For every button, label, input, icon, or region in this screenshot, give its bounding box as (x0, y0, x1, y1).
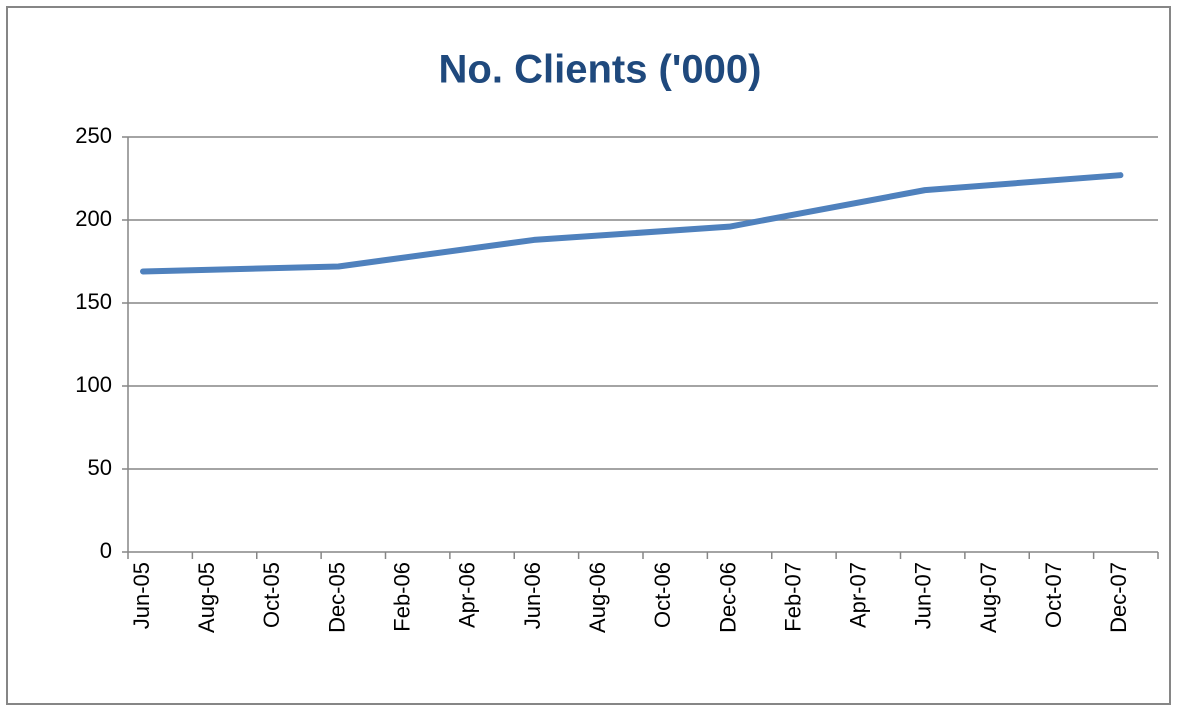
y-tick-label: 50 (88, 455, 112, 480)
x-tick-label: Jun-05 (129, 562, 154, 629)
x-tick-label: Dec-06 (715, 562, 740, 633)
y-tick-label: 100 (75, 372, 112, 397)
x-tick-label: Dec-05 (324, 562, 349, 633)
x-tick-label: Oct-05 (259, 562, 284, 628)
x-tick-label: Oct-07 (1041, 562, 1066, 628)
x-tick-label: Feb-06 (389, 562, 414, 632)
x-tick-label: Apr-07 (846, 562, 871, 628)
x-tick-label: Apr-06 (455, 562, 480, 628)
y-tick-label: 250 (75, 123, 112, 148)
x-tick-label: Jun-07 (911, 562, 936, 629)
x-tick-label: Jun-06 (520, 562, 545, 629)
chart-title: No. Clients ('000) (439, 48, 762, 92)
x-tick-label: Oct-06 (650, 562, 675, 628)
x-tick-label: Feb-07 (780, 562, 805, 632)
data-line (140, 172, 1124, 275)
y-tick-label: 0 (100, 538, 112, 563)
x-tick-label: Aug-06 (585, 562, 610, 633)
x-tick-label: Aug-05 (194, 562, 219, 633)
y-tick-label: 150 (75, 289, 112, 314)
x-tick-label: Dec-07 (1106, 562, 1131, 633)
chart-border (6, 6, 1171, 705)
y-tick-label: 200 (75, 206, 112, 231)
x-tick-label: Aug-07 (976, 562, 1001, 633)
